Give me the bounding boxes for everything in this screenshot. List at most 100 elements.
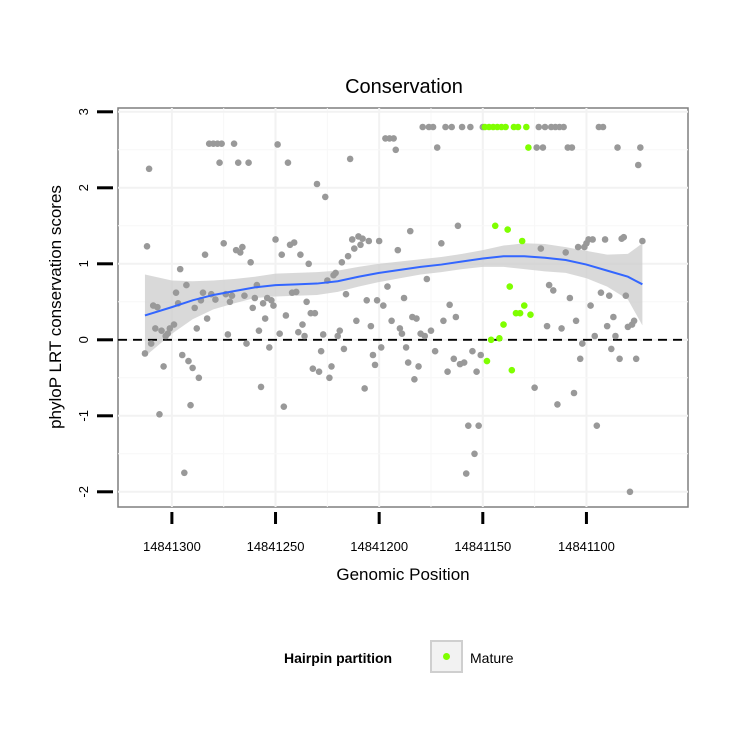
data-point (290, 239, 298, 246)
data-point (245, 159, 252, 167)
data-point (549, 287, 557, 294)
data-point (460, 359, 468, 366)
data-point (309, 365, 317, 372)
data-point-mature (500, 321, 507, 328)
data-point (156, 410, 163, 418)
data-point (448, 123, 456, 131)
data-point (392, 146, 400, 154)
y-tick-label: 3 (76, 108, 91, 115)
data-point (305, 260, 312, 268)
data-point-mature (502, 123, 509, 131)
data-point (317, 347, 325, 355)
data-point-mature (483, 357, 491, 365)
data-point (601, 236, 609, 243)
data-point (473, 368, 480, 376)
data-point (284, 159, 292, 167)
data-point (361, 385, 368, 392)
data-point (560, 123, 567, 131)
data-point (475, 422, 482, 429)
data-point (344, 252, 352, 260)
data-point (554, 401, 561, 408)
data-point (251, 294, 259, 302)
data-point (394, 246, 402, 254)
data-point (328, 363, 335, 370)
data-point (396, 325, 404, 332)
data-point (454, 222, 462, 230)
confidence-band (144, 243, 643, 357)
data-point (301, 332, 308, 340)
data-point (336, 327, 344, 334)
data-point (591, 332, 599, 340)
data-point (593, 422, 601, 429)
data-point (350, 245, 358, 252)
data-point (257, 383, 265, 391)
data-point (608, 345, 615, 353)
data-point (539, 144, 547, 151)
data-point-mature (527, 311, 534, 319)
data-point (413, 315, 420, 322)
data-point (458, 123, 466, 131)
data-point (398, 330, 406, 338)
x-tick-label: 14841100 (558, 539, 615, 554)
data-point-mature (514, 123, 522, 131)
confidence-band-layer (144, 243, 643, 357)
data-point (282, 312, 290, 319)
data-point-mature (516, 309, 524, 317)
data-point (450, 355, 458, 363)
data-point (597, 289, 605, 296)
y-tick-label: -1 (76, 410, 91, 422)
data-point (187, 401, 194, 409)
data-point (452, 313, 460, 321)
data-point (477, 351, 485, 359)
data-point (340, 345, 348, 353)
smooth-line (144, 255, 643, 317)
data-point (365, 237, 373, 245)
x-tick-label: 14841150 (454, 539, 511, 554)
data-point (278, 251, 286, 258)
data-point (541, 123, 549, 131)
data-point (241, 292, 248, 300)
data-point (634, 161, 642, 169)
data-point (297, 251, 304, 258)
data-point (444, 368, 451, 376)
data-point (471, 450, 478, 458)
data-point (274, 141, 281, 148)
x-tick-label: 14841200 (350, 539, 408, 554)
data-point (160, 363, 167, 370)
data-point (303, 298, 310, 306)
data-point (170, 321, 178, 328)
data-point (388, 317, 395, 325)
data-point (181, 469, 188, 477)
y-tick-label: 2 (76, 184, 91, 191)
data-point (212, 296, 219, 303)
data-point (315, 368, 323, 376)
data-point (270, 302, 277, 309)
data-point (543, 322, 551, 330)
data-point (406, 227, 414, 235)
data-point (612, 332, 619, 340)
data-point (423, 275, 431, 283)
data-point (292, 288, 300, 296)
data-point (537, 245, 545, 252)
data-point (404, 359, 412, 366)
data-point (433, 144, 441, 151)
data-point (319, 331, 327, 338)
data-point-mature (518, 237, 526, 245)
data-point (216, 159, 223, 167)
data-point (332, 269, 339, 277)
data-point (201, 251, 209, 258)
data-point (183, 281, 190, 289)
y-tick-label: 0 (76, 336, 91, 343)
data-point (390, 135, 397, 142)
data-point (195, 374, 203, 382)
data-point (587, 302, 594, 309)
smooth-line-layer (144, 255, 643, 317)
data-point (199, 289, 207, 296)
data-point (464, 422, 472, 429)
data-point (348, 236, 356, 243)
data-point (147, 340, 155, 347)
data-point (220, 239, 228, 247)
data-point (255, 327, 263, 334)
data-point (272, 236, 279, 243)
data-point (313, 180, 321, 188)
